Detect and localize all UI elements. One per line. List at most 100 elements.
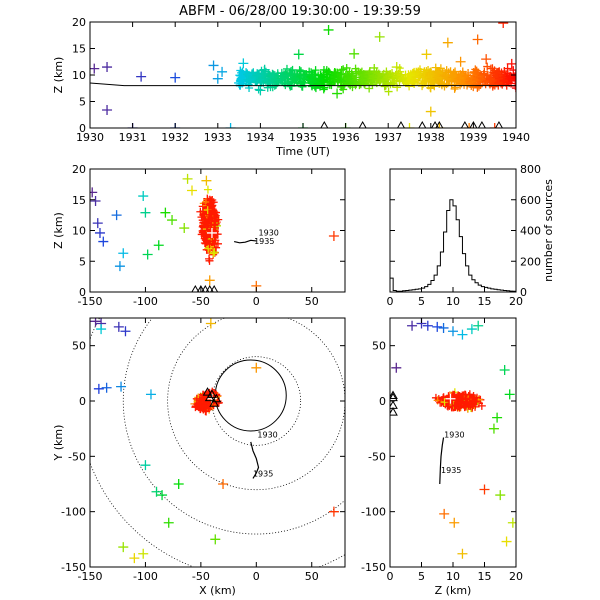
cluster-source-marker — [450, 401, 459, 410]
channel-track — [250, 441, 260, 479]
source-marker — [218, 479, 229, 489]
dense-source-marker — [347, 69, 356, 78]
channel-time-label: 1935 — [254, 237, 274, 246]
source-marker — [114, 261, 125, 272]
source-marker — [457, 548, 468, 559]
station-triangle — [191, 284, 200, 292]
y-tick-label: 0 — [79, 395, 86, 408]
source-marker — [136, 71, 147, 82]
x-tick-label: -50 — [192, 295, 210, 308]
x-tick-label: 0 — [387, 295, 394, 308]
station-triangle — [211, 393, 222, 403]
histogram-line — [389, 199, 517, 292]
station-triangle — [494, 120, 503, 128]
channel-track — [439, 437, 445, 485]
cluster-source-marker — [211, 223, 220, 232]
cluster-source-marker — [477, 401, 486, 410]
dense-source-marker — [254, 85, 263, 94]
time-height-panel: 1930 1931 1932 1933 1934 1935 1936 1937 1938 1939… — [52, 16, 530, 158]
dense-source-marker — [237, 73, 246, 82]
cluster-source-marker — [200, 239, 209, 248]
dense-source-marker — [464, 68, 473, 77]
dense-source-marker — [418, 82, 427, 91]
plan-view-panel: 1930 1935 -150 -100 -50 0 50 -150 -100 -50 0 50 X (k… — [52, 317, 346, 597]
source-marker — [118, 542, 129, 553]
source-marker — [481, 54, 492, 65]
station-triangle — [396, 120, 405, 128]
x-tick-label: 20 — [509, 570, 523, 583]
source-marker — [448, 326, 458, 337]
x-tick-label: 1938 — [417, 131, 445, 144]
dense-source-marker — [287, 67, 296, 76]
dense-source-marker — [313, 79, 322, 88]
dense-source-marker — [422, 76, 431, 85]
station-triangle — [209, 398, 220, 407]
source-marker — [492, 412, 503, 423]
y-tick-label: -50 — [368, 450, 386, 463]
dense-source-marker — [271, 81, 280, 90]
cluster-source-marker — [456, 401, 465, 410]
cluster-source-marker — [211, 236, 220, 245]
plot-area — [389, 199, 517, 292]
dense-source-marker — [474, 82, 483, 91]
source-marker — [407, 320, 418, 331]
dense-source-marker — [467, 77, 476, 86]
dense-source-marker — [291, 74, 300, 83]
channel-time-label: 1930 — [257, 431, 277, 440]
source-marker — [434, 123, 445, 128]
dense-source-marker — [481, 80, 490, 89]
dense-source-marker — [393, 72, 402, 81]
source-marker — [204, 275, 215, 286]
source-marker — [391, 62, 402, 73]
reference-line — [90, 82, 516, 87]
source-marker — [163, 517, 174, 528]
cluster-source-marker — [463, 397, 472, 406]
source-marker — [118, 248, 129, 259]
station-triangle — [320, 120, 329, 128]
source-marker — [102, 62, 113, 73]
dense-source-marker — [471, 76, 480, 85]
x-tick-label: 1940 — [502, 131, 530, 144]
dense-source-marker — [471, 65, 480, 74]
dense-source-marker — [436, 64, 445, 73]
dense-source-marker — [441, 72, 450, 81]
cluster-source-marker — [205, 210, 214, 219]
source-marker — [504, 389, 515, 400]
source-marker — [449, 517, 460, 528]
source-marker — [293, 49, 304, 60]
axes-frame — [389, 168, 517, 293]
source-marker — [179, 223, 190, 234]
x-tick-label: 15 — [478, 295, 492, 308]
source-marker — [225, 123, 236, 128]
source-marker — [439, 508, 450, 519]
dense-source-marker — [320, 83, 329, 92]
channel-track — [234, 239, 257, 244]
figure-title: ABFM - 06/28/00 19:30:00 - 19:39:59 — [179, 4, 421, 19]
cluster-source-marker — [204, 244, 213, 253]
y-axis-label: number of sources — [542, 179, 555, 282]
source-marker — [140, 460, 151, 471]
source-marker — [234, 77, 245, 88]
x-tick-label: 5 — [418, 295, 425, 308]
y-tick-label: -100 — [61, 506, 86, 519]
source-marker — [306, 71, 317, 82]
plot-area: 1930 1935 — [390, 318, 516, 559]
station-triangle — [477, 120, 486, 128]
white-centroid-marker — [445, 393, 456, 404]
source-marker — [145, 389, 156, 400]
dense-source-marker — [406, 71, 415, 80]
source-marker — [101, 382, 112, 393]
source-marker — [501, 536, 512, 547]
dense-source-marker — [339, 65, 348, 74]
x-axis-label: Time (UT) — [275, 145, 330, 158]
dense-source-marker — [505, 72, 514, 81]
source-marker — [140, 207, 151, 218]
source-marker — [422, 320, 433, 331]
y-tick-label: 50 — [372, 340, 386, 353]
source-marker — [479, 484, 490, 495]
source-marker — [442, 37, 453, 48]
source-marker — [498, 22, 509, 29]
dense-source-marker — [449, 68, 458, 77]
source-marker — [466, 324, 477, 335]
